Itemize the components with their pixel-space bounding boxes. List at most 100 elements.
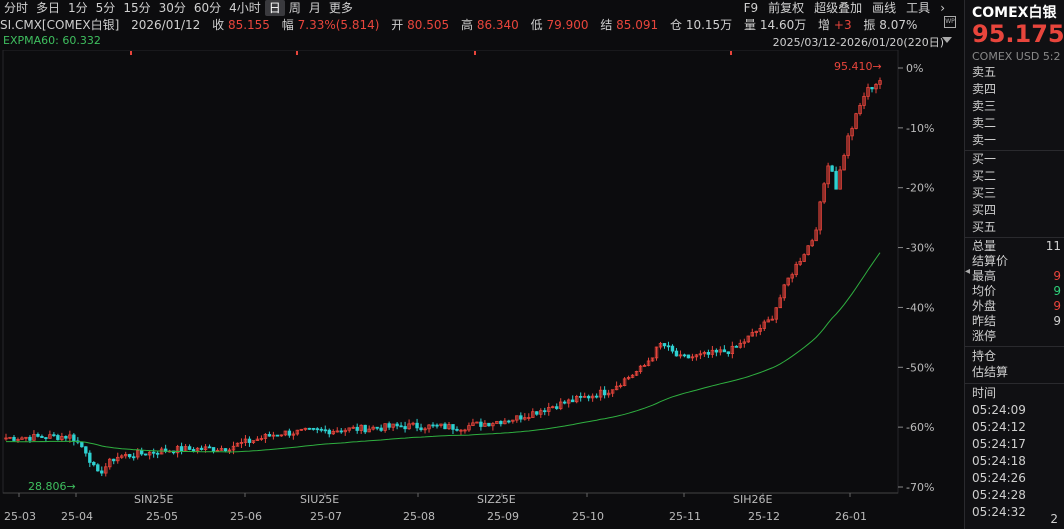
period-tab[interactable]: 5分 bbox=[95, 1, 116, 15]
amp-label: 振 bbox=[863, 18, 876, 32]
candle-body bbox=[650, 357, 655, 362]
candle-body bbox=[20, 437, 24, 440]
candle-body bbox=[578, 396, 583, 398]
stat-row: 估结算 bbox=[972, 364, 1064, 381]
candle-body bbox=[471, 422, 475, 427]
candle-body bbox=[479, 421, 483, 427]
stat-label: 持仓 bbox=[972, 349, 997, 363]
candle-body bbox=[255, 438, 260, 442]
candle-body bbox=[363, 424, 367, 433]
quote-info-bar: SI.CMX[COMEX白银] 2026/01/12 收 85.155 幅 7.… bbox=[0, 16, 964, 34]
chevron-right-icon[interactable]: › bbox=[940, 1, 945, 15]
candle-body bbox=[614, 385, 619, 391]
candle-body bbox=[132, 456, 136, 459]
candle-body bbox=[527, 417, 531, 419]
order-book-row: 卖四 bbox=[972, 81, 1064, 98]
candle-body bbox=[455, 428, 459, 431]
contract-label: SIZ25E bbox=[477, 493, 516, 506]
toolbar-item[interactable]: 超级叠加 bbox=[814, 1, 863, 15]
low-value: 79.900 bbox=[546, 18, 589, 32]
roll-marker bbox=[296, 51, 298, 55]
collapse-arrow-icon[interactable]: ◂ bbox=[965, 266, 971, 277]
toolbar-item[interactable]: F9 bbox=[743, 1, 759, 15]
candle-body bbox=[602, 389, 607, 396]
tick-time: 05:24:32 bbox=[972, 505, 1026, 519]
candle-body bbox=[303, 427, 308, 430]
candle-body bbox=[511, 419, 515, 422]
stat-row: 持仓 bbox=[972, 348, 1064, 365]
x-tick-label: 26-01 bbox=[835, 510, 867, 523]
period-tab[interactable]: 4小时 bbox=[229, 1, 261, 15]
high-value: 86.340 bbox=[476, 18, 519, 32]
toolbar-item[interactable]: 画线 bbox=[872, 1, 897, 15]
candle-body bbox=[371, 426, 375, 430]
settle-value: 85.091 bbox=[616, 18, 659, 32]
candle-body bbox=[128, 454, 132, 458]
y-tick-label: -50% bbox=[906, 361, 934, 374]
period-tab[interactable]: 15分 bbox=[123, 1, 151, 15]
period-tab[interactable]: 周 bbox=[288, 1, 301, 15]
candlestick-chart[interactable]: 0% -10% -20% -30% -40% -50% -60% -70% 25-03 25-04… bbox=[0, 50, 964, 529]
candle-body bbox=[203, 446, 208, 450]
period-tab[interactable]: 更多 bbox=[328, 1, 353, 15]
max-price-label: 95.410→ bbox=[834, 60, 882, 73]
dropdown-icon[interactable] bbox=[942, 37, 952, 43]
order-book-label: 买四 bbox=[972, 203, 997, 217]
candle-body bbox=[618, 385, 623, 387]
candle-body bbox=[32, 434, 36, 441]
high-label: 高 bbox=[460, 18, 473, 32]
candle-body bbox=[343, 429, 347, 433]
symbol-label: SI.CMX[COMEX白银] bbox=[0, 18, 120, 32]
period-tab[interactable]: 30分 bbox=[158, 1, 186, 15]
y-tick-label: -30% bbox=[906, 242, 934, 255]
divider bbox=[965, 150, 1064, 151]
candle-body bbox=[718, 349, 723, 353]
period-tab[interactable]: 60分 bbox=[193, 1, 222, 15]
side-price: 95.175 bbox=[972, 20, 1064, 48]
date-range-label: 2025/03/12-2026/01/20(220日) bbox=[772, 36, 944, 49]
candle-body bbox=[60, 435, 64, 440]
candle-body bbox=[187, 446, 192, 450]
period-tab[interactable]: 1分 bbox=[68, 1, 88, 15]
candle-body bbox=[383, 423, 387, 431]
period-tab[interactable]: 分时 bbox=[4, 1, 29, 15]
candle-body bbox=[395, 423, 399, 427]
x-tick-label: 25-03 bbox=[4, 510, 36, 523]
amp-value: 8.07% bbox=[879, 18, 918, 32]
order-book-row: 卖五 bbox=[972, 64, 1064, 81]
candle-body bbox=[295, 429, 300, 435]
period-tab[interactable]: 日 bbox=[264, 0, 285, 16]
candle-body bbox=[806, 245, 810, 256]
candle-body bbox=[642, 365, 647, 367]
candle-body bbox=[179, 446, 184, 452]
stat-value: 9 bbox=[1053, 284, 1061, 298]
toolbar-item[interactable]: 工具 bbox=[906, 1, 931, 15]
candle-body bbox=[519, 415, 523, 420]
candle-body bbox=[359, 424, 363, 431]
candle-body bbox=[52, 434, 56, 437]
candle-body bbox=[838, 169, 842, 190]
period-toolbar: 分时 多日 1分 5分 15分 30分 60分 4小时日周月更多 bbox=[0, 0, 964, 16]
stat-label: 昨结 bbox=[972, 314, 997, 328]
plot-area bbox=[2, 50, 899, 494]
candle-body bbox=[662, 343, 667, 347]
candle-body bbox=[822, 183, 826, 203]
candle-body bbox=[710, 349, 715, 355]
candle-body bbox=[874, 83, 878, 90]
candle-body bbox=[351, 426, 355, 429]
candle-body bbox=[754, 330, 758, 333]
candle-body bbox=[535, 411, 539, 415]
toolbar-item[interactable]: 前复权 bbox=[768, 1, 805, 15]
order-book-label: 卖四 bbox=[972, 82, 997, 96]
wp-icon[interactable]: WP bbox=[944, 16, 956, 28]
stat-label: 最高 bbox=[972, 269, 997, 283]
candle-body bbox=[590, 395, 595, 399]
order-book-row: 买一 bbox=[972, 151, 1064, 168]
candle-body bbox=[850, 128, 854, 137]
order-book-label: 卖一 bbox=[972, 133, 997, 147]
period-tab[interactable]: 多日 bbox=[36, 1, 61, 15]
candle-body bbox=[427, 424, 431, 430]
stat-row: 涨停 bbox=[972, 328, 1064, 345]
incr-label: 增 bbox=[818, 18, 831, 32]
period-tab[interactable]: 月 bbox=[308, 1, 321, 15]
